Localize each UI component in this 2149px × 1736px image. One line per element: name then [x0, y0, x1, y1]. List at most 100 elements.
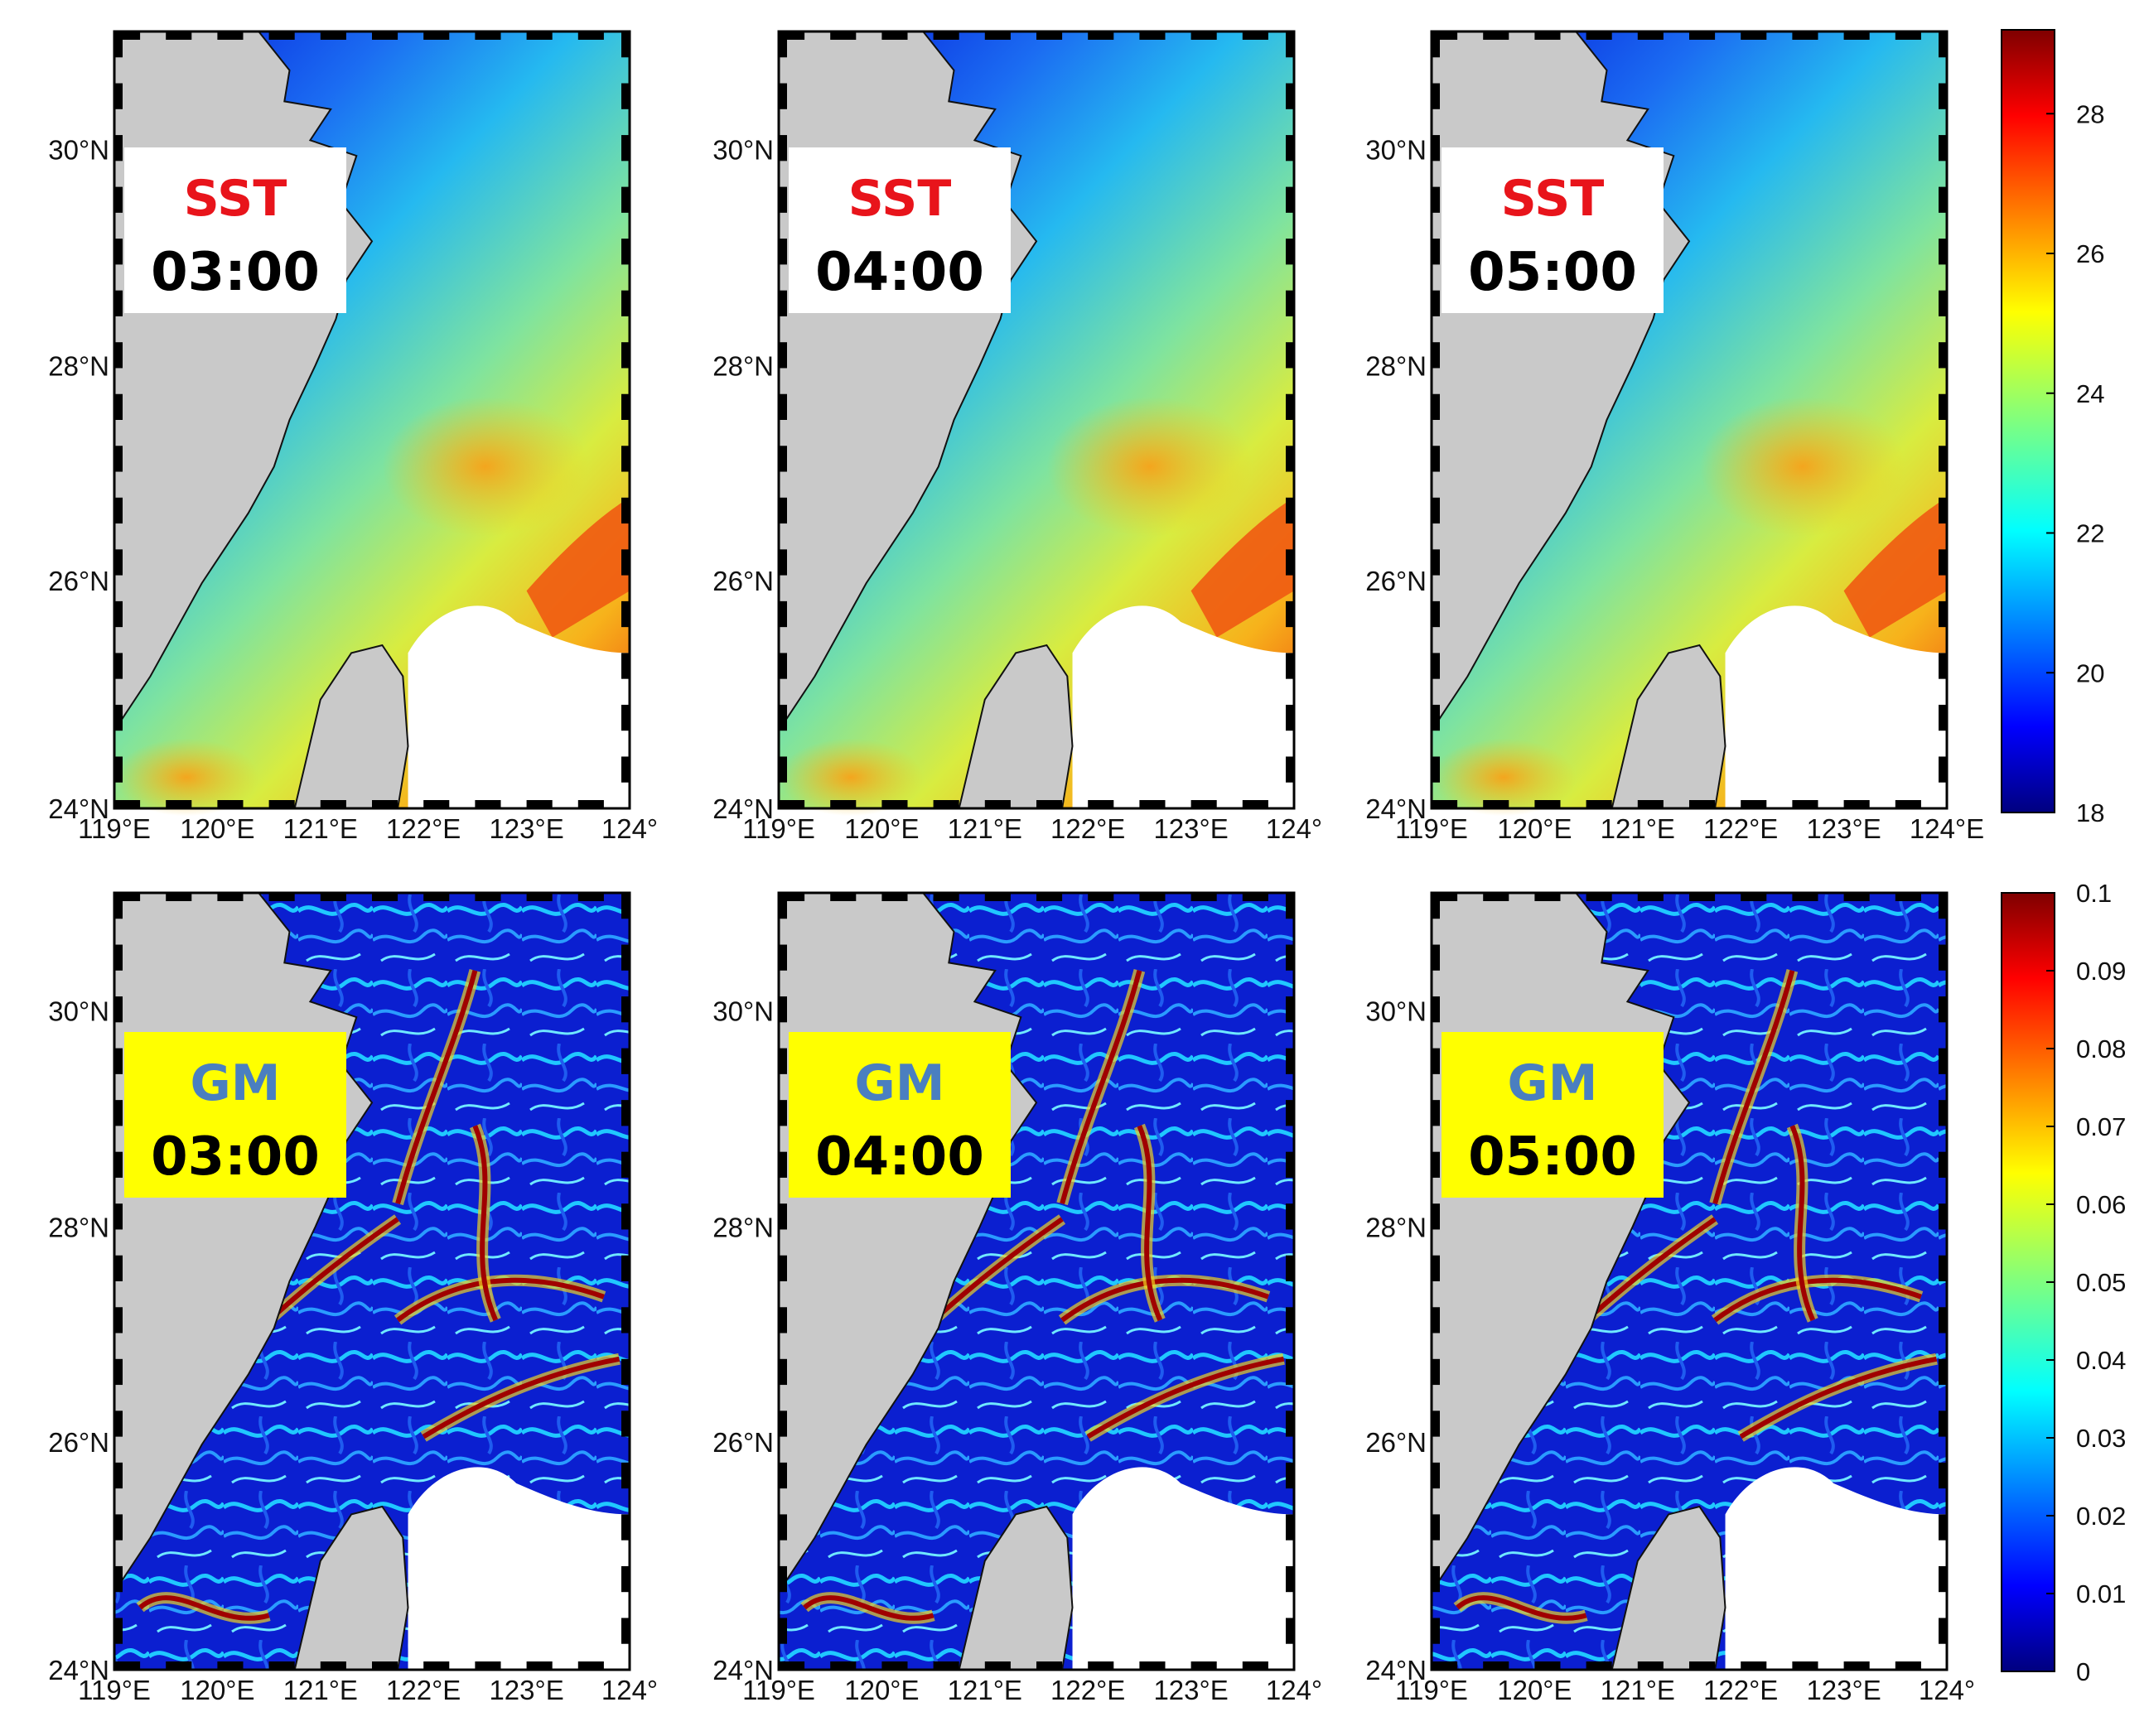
frame-tick: [621, 31, 630, 58]
frame-tick: [577, 800, 604, 808]
frame-tick: [372, 1661, 398, 1670]
frame-tick: [1432, 239, 1440, 265]
frame-tick: [114, 1565, 123, 1593]
frame-tick: [1286, 497, 1294, 524]
gm-front: [138, 1595, 270, 1621]
frame-tick: [933, 1661, 959, 1670]
frame-tick: [1939, 31, 1947, 58]
frame-tick: [621, 290, 630, 316]
label-box: [124, 147, 346, 313]
frame-tick: [1843, 31, 1870, 40]
land-taiwan: [958, 644, 1074, 809]
lon-label: 119°E: [1395, 1675, 1468, 1705]
frame-tick: [933, 31, 959, 40]
frame-tick: [1139, 1661, 1166, 1670]
frame-tick: [217, 31, 244, 40]
warm-coastal-patch: [778, 738, 924, 817]
gm-front: [472, 1125, 499, 1322]
cloud-mask: [1072, 1467, 1294, 1670]
frame-tick: [1286, 996, 1294, 1023]
frame-tick: [1689, 1661, 1716, 1670]
label-box: [789, 147, 1011, 313]
frame-tick: [621, 446, 630, 472]
panel-variable-label: SST: [184, 170, 287, 228]
frame-tick: [779, 1565, 787, 1593]
label-box: [789, 1032, 1011, 1198]
frame-tick: [1689, 893, 1716, 901]
frame-tick: [1190, 800, 1217, 808]
frame-tick: [1792, 1661, 1818, 1670]
frame-tick: [1939, 1618, 1947, 1644]
frame-tick: [1432, 135, 1440, 162]
frame-tick: [933, 893, 959, 901]
frame-tick: [1939, 497, 1947, 524]
frame-tick: [1939, 893, 1947, 919]
frame-tick: [779, 1100, 787, 1126]
frame-tick: [779, 497, 787, 524]
frame-tick: [1286, 1203, 1294, 1230]
frame-tick: [1586, 893, 1612, 901]
frame-tick: [372, 31, 398, 40]
frame-tick: [1939, 1514, 1947, 1541]
lat-label: 26°N: [48, 566, 109, 596]
frame-tick: [114, 1618, 123, 1644]
frame-tick: [114, 1661, 141, 1670]
frame-tick: [320, 893, 346, 901]
colorbar-tick-label: 0.04: [2076, 1346, 2126, 1375]
frame-tick: [114, 1307, 123, 1333]
label-box: [1442, 147, 1664, 313]
frame-tick: [779, 135, 787, 162]
frame-tick: [1432, 1048, 1440, 1074]
frame-tick: [1432, 1514, 1440, 1541]
frame-tick: [1286, 756, 1294, 783]
frame-tick: [1939, 1358, 1947, 1386]
frame-tick: [1586, 800, 1612, 808]
frame-tick: [1088, 31, 1114, 40]
frame-tick: [1939, 704, 1947, 731]
frame-tick: [475, 893, 501, 901]
frame-tick: [1939, 1462, 1947, 1489]
frame-tick: [779, 393, 787, 420]
frame-tick: [1689, 31, 1716, 40]
frame-tick: [114, 800, 141, 808]
frame-tick: [1286, 1307, 1294, 1333]
frame-tick: [830, 31, 857, 40]
frame-tick: [526, 893, 553, 901]
frame-tick: [1792, 800, 1818, 808]
frame-tick: [779, 653, 787, 679]
kuroshio-front: [1190, 497, 1294, 638]
frame-tick: [166, 800, 192, 808]
kuroshio-front: [526, 497, 630, 638]
frame-tick: [1432, 1661, 1458, 1670]
lat-label: 30°N: [712, 996, 774, 1027]
frame-tick: [779, 290, 787, 316]
lon-label: 121°E: [948, 1675, 1022, 1705]
frame-tick: [1637, 31, 1664, 40]
panel-variable-label: SST: [848, 170, 952, 228]
frame-tick: [881, 893, 908, 901]
frame-tick: [881, 31, 908, 40]
frame-tick: [1242, 893, 1268, 901]
frame-tick: [1139, 31, 1166, 40]
cloud-mask: [1725, 1467, 1947, 1670]
frame-tick: [1242, 800, 1268, 808]
frame-tick: [1939, 1100, 1947, 1126]
frame-tick: [1286, 1410, 1294, 1437]
frame-tick: [1741, 31, 1767, 40]
lon-label: 124°E: [1910, 813, 1984, 844]
lon-label: 120°E: [844, 1675, 919, 1705]
frame-tick: [1286, 653, 1294, 679]
frame-tick: [1432, 1358, 1440, 1386]
frame-tick: [1939, 1203, 1947, 1230]
frame-tick: [1286, 944, 1294, 971]
frame-tick: [166, 31, 192, 40]
frame-tick: [423, 800, 450, 808]
frame-tick: [1286, 1100, 1294, 1126]
gm-front: [1086, 1356, 1285, 1439]
frame-tick: [1432, 653, 1440, 679]
frame-tick: [1637, 800, 1664, 808]
frame-tick: [1190, 1661, 1217, 1670]
frame-tick: [1432, 893, 1440, 919]
